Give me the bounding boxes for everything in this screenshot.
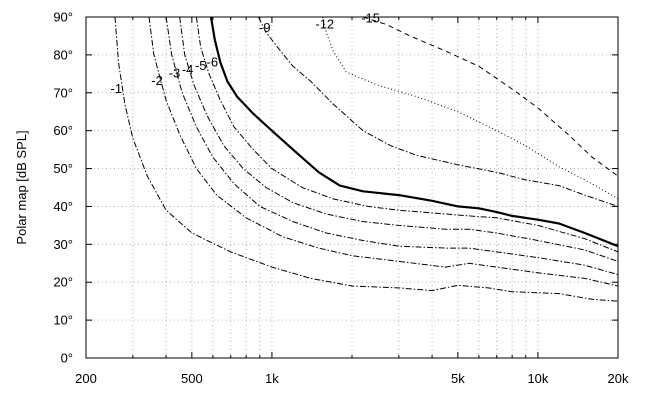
contour-lines (114, 16, 619, 302)
contour-line--15 (362, 16, 619, 177)
contour-line--3 (165, 16, 619, 276)
contour-label: -1 (111, 81, 123, 96)
contour-line--5 (195, 16, 619, 253)
x-tick-label: 10k (527, 371, 548, 386)
contour-line--12 (322, 16, 619, 200)
grid-lines (86, 17, 618, 358)
contour-label: -3 (169, 66, 181, 81)
contour-line--2 (148, 16, 619, 287)
y-tick-label: 40° (53, 199, 73, 214)
contour-label: -2 (151, 73, 163, 88)
contour-label: -15 (361, 11, 380, 26)
y-tick-label: 10° (53, 313, 73, 328)
x-tick-label: 5k (451, 371, 465, 386)
contour-labels: -1 -2 -3 -4 -5 -6 -9 -12 -15 (111, 11, 381, 96)
contour-label: -4 (182, 62, 194, 77)
y-tick-label: 0° (61, 351, 73, 366)
y-tick-label: 30° (53, 237, 73, 252)
y-axis-ticks: 0° 10° 20° 30° 40° 50° 60° 70° 80° 90° (53, 10, 618, 366)
contour-line--6 (209, 16, 619, 248)
contour-label: -5 (195, 58, 207, 73)
contour-line--1 (114, 16, 619, 302)
x-tick-label: 1k (265, 371, 279, 386)
contour-line--9 (258, 16, 619, 207)
y-tick-label: 80° (53, 47, 73, 62)
y-axis-label: Polar map [dB SPL] (14, 130, 29, 244)
y-tick-label: 50° (53, 161, 73, 176)
contour-line--4 (179, 16, 619, 262)
x-tick-label: 200 (75, 371, 97, 386)
x-axis-ticks: 200 500 1k 5k 10k 20k (75, 17, 629, 386)
y-tick-label: 90° (53, 10, 73, 25)
contour-label: -9 (259, 20, 271, 35)
y-tick-label: 60° (53, 123, 73, 138)
y-tick-label: 70° (53, 85, 73, 100)
contour-label: -12 (315, 16, 334, 31)
x-tick-label: 500 (181, 371, 203, 386)
x-tick-label: 20k (608, 371, 629, 386)
y-tick-label: 20° (53, 275, 73, 290)
contour-label: -6 (207, 54, 219, 69)
